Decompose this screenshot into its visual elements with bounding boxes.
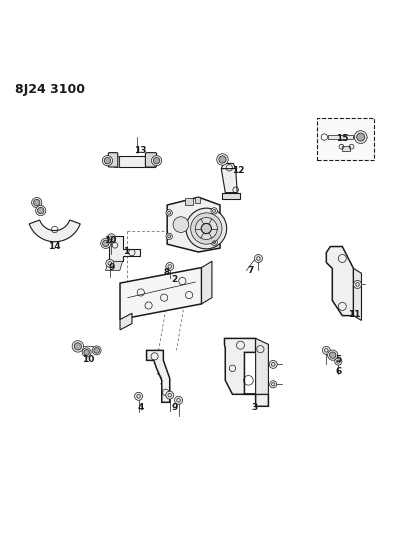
Polygon shape <box>167 197 220 252</box>
Circle shape <box>173 217 189 232</box>
Circle shape <box>94 348 100 353</box>
Circle shape <box>191 213 222 244</box>
Circle shape <box>34 199 40 206</box>
Circle shape <box>102 240 109 247</box>
FancyBboxPatch shape <box>108 152 118 167</box>
Circle shape <box>211 208 217 214</box>
Text: 5: 5 <box>335 354 341 364</box>
Polygon shape <box>114 156 119 167</box>
Circle shape <box>269 360 277 368</box>
Circle shape <box>217 154 228 165</box>
Circle shape <box>166 209 173 216</box>
Text: 14: 14 <box>48 242 61 251</box>
Circle shape <box>84 350 90 355</box>
Circle shape <box>254 255 262 263</box>
Bar <box>341 146 350 151</box>
Text: 8J24 3100: 8J24 3100 <box>15 83 85 96</box>
Polygon shape <box>326 247 354 316</box>
Polygon shape <box>222 192 240 199</box>
Polygon shape <box>354 269 362 320</box>
Bar <box>194 197 200 203</box>
Text: 8: 8 <box>164 268 170 277</box>
Text: 4: 4 <box>137 402 144 411</box>
Circle shape <box>102 156 113 166</box>
Circle shape <box>106 260 114 267</box>
Circle shape <box>153 157 160 164</box>
Circle shape <box>72 341 83 352</box>
Text: 10: 10 <box>83 354 95 364</box>
Circle shape <box>107 234 115 242</box>
Circle shape <box>357 133 364 141</box>
Text: 10: 10 <box>104 237 116 245</box>
Circle shape <box>38 207 44 214</box>
Polygon shape <box>328 135 354 140</box>
Circle shape <box>322 346 330 354</box>
Circle shape <box>328 350 338 360</box>
Text: 1: 1 <box>124 247 130 256</box>
Text: 15: 15 <box>336 134 349 143</box>
Circle shape <box>82 348 91 357</box>
Circle shape <box>92 346 101 355</box>
Polygon shape <box>120 313 132 330</box>
Circle shape <box>175 397 183 405</box>
Circle shape <box>330 352 336 358</box>
Text: 2: 2 <box>171 275 178 284</box>
Polygon shape <box>256 338 269 394</box>
Text: 7: 7 <box>247 266 254 275</box>
Circle shape <box>270 381 277 388</box>
Circle shape <box>354 131 367 143</box>
Text: 9: 9 <box>171 402 178 411</box>
Polygon shape <box>202 261 212 304</box>
Circle shape <box>166 391 174 399</box>
Circle shape <box>195 217 217 239</box>
Polygon shape <box>147 350 170 402</box>
Text: 13: 13 <box>134 146 147 155</box>
FancyBboxPatch shape <box>145 152 157 167</box>
Circle shape <box>219 156 226 163</box>
Circle shape <box>151 156 162 166</box>
Text: 3: 3 <box>252 402 258 411</box>
Circle shape <box>211 239 217 245</box>
Text: 6: 6 <box>335 367 341 376</box>
Circle shape <box>201 223 211 233</box>
Circle shape <box>101 238 111 248</box>
Circle shape <box>32 197 42 208</box>
Circle shape <box>104 157 111 164</box>
Polygon shape <box>120 268 202 319</box>
Text: 11: 11 <box>348 310 360 319</box>
Circle shape <box>354 280 362 288</box>
Text: 12: 12 <box>232 166 245 175</box>
Bar <box>119 156 155 167</box>
Polygon shape <box>105 261 123 270</box>
Circle shape <box>36 205 46 216</box>
Circle shape <box>166 263 174 270</box>
Text: 9: 9 <box>108 263 115 272</box>
Circle shape <box>166 233 173 239</box>
Polygon shape <box>29 220 80 242</box>
Circle shape <box>134 392 143 400</box>
Polygon shape <box>221 164 236 168</box>
Circle shape <box>74 343 81 350</box>
Circle shape <box>186 208 227 249</box>
Polygon shape <box>224 338 269 406</box>
Bar <box>185 198 194 205</box>
Circle shape <box>335 358 342 365</box>
Polygon shape <box>221 168 237 192</box>
Bar <box>317 118 375 160</box>
Polygon shape <box>109 236 140 261</box>
